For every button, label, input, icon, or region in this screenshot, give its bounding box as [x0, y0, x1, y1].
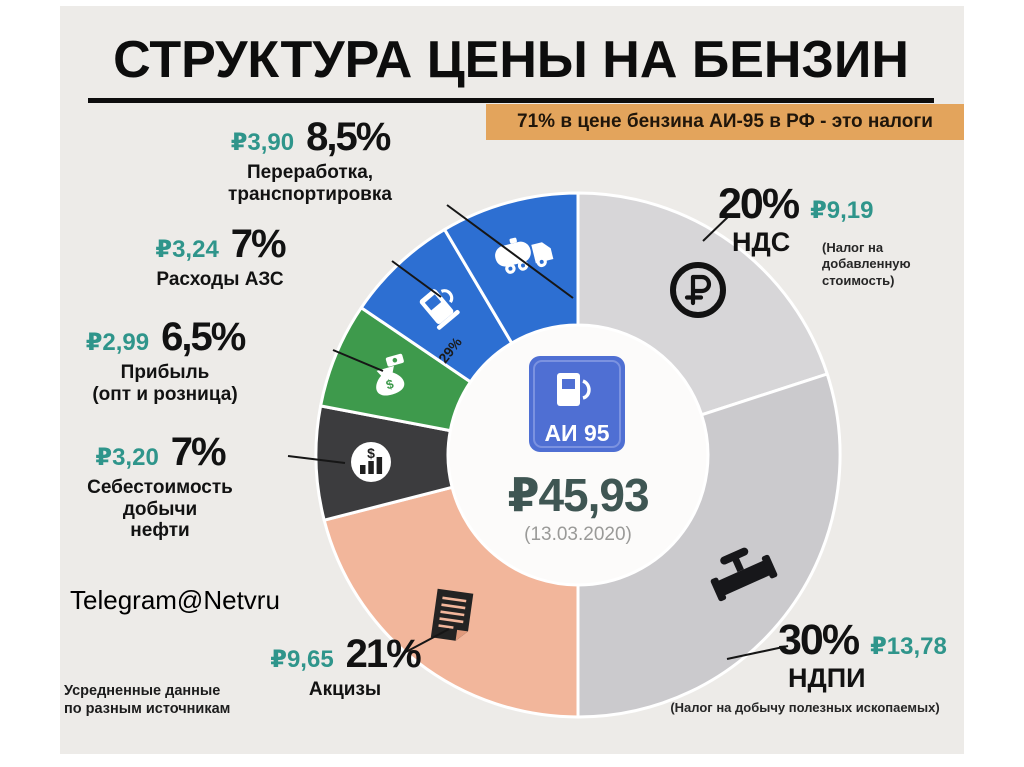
amount-label: ₽3,20 [95, 444, 159, 471]
svg-text:$: $ [384, 376, 396, 393]
callout-row: 20% ₽9,19 [718, 180, 888, 229]
segment-name-line: Прибыль [120, 362, 210, 383]
donut-segment-ndpi [576, 372, 842, 719]
amount-label: ₽3,90 [230, 129, 295, 156]
percent-label: 6,5% [161, 315, 246, 359]
fuel-pump-icon [419, 289, 460, 330]
segment-name-line: Себестоимость [87, 477, 233, 498]
excise-document-icon [430, 588, 474, 641]
segment-name: Переработка, транспортировка [170, 162, 450, 205]
percent-label: 7% [230, 222, 287, 266]
percent-label: 8,5% [306, 115, 391, 159]
amount-label: ₽9,19 [810, 197, 874, 224]
segment-name-line: нефти [130, 520, 190, 542]
callout-lines [287, 204, 789, 660]
segment-name: НДПИ [788, 663, 866, 693]
callout-line-pribyl [332, 349, 384, 372]
callout-pererabotka: ₽3,90 8,5% Переработка, транспортировка [170, 115, 450, 205]
amount-label: ₽9,65 [270, 646, 334, 673]
segment-name-line: Акцизы [308, 679, 382, 700]
valve-icon [710, 547, 778, 602]
segment-name: Акцизы [225, 679, 465, 701]
segment-name: Прибыль (опт и розница) [40, 362, 290, 405]
donut-chart [314, 191, 842, 719]
tax-share-banner: 71% в цене бензина АИ-95 в РФ - это нало… [486, 104, 964, 140]
segment-name: Расходы АЗС [95, 269, 345, 291]
callout-row: ₽3,20 7% [40, 430, 280, 475]
sign-label: АИ 95 [544, 420, 609, 446]
callout-line-sebestoimost [287, 455, 346, 464]
donut-segment-nds [576, 191, 829, 417]
callout-row: 30% ₽13,78 [778, 616, 968, 665]
callout-line-ndpi [726, 645, 789, 660]
percent-label: 7% [170, 430, 227, 474]
segment-name: НДС [732, 227, 791, 257]
segment-name-line: Расходы АЗС [156, 269, 284, 290]
callout-sebestoimost: ₽3,20 7% Себестоимость добычи нефти [40, 430, 280, 542]
sign-fuel-pump-icon [557, 373, 591, 406]
callout-akcizy: ₽9,65 21% Акцизы [225, 632, 465, 701]
money-bag-icon: $ [376, 353, 405, 396]
callout-pribyl: ₽2,99 6,5% Прибыль (опт и розница) [40, 315, 290, 405]
segment-name-line: транспортировка [228, 183, 392, 205]
price-date: (13.03.2020) [524, 524, 632, 545]
callout-row: ₽2,99 6,5% [40, 315, 290, 360]
percent-label: 30% [778, 616, 860, 664]
title-underline [88, 98, 934, 103]
segment-name: Себестоимость добычи нефти [40, 477, 280, 542]
total-price: ₽45,93 [507, 469, 649, 521]
amount-label: ₽3,24 [155, 236, 219, 263]
telegram-watermark: Telegram@Netvru [70, 585, 280, 615]
callout-line-azs [391, 260, 442, 298]
callout-ndpi: 30% ₽13,78 НДПИ [778, 616, 968, 694]
ai95-sign: АИ 95 [529, 356, 625, 452]
callout-line-pererabotka [446, 204, 574, 299]
sources-footnote: Усредненные данные по разным источникам [64, 682, 230, 718]
ndpi-description: (Налог на добычу полезных ископаемых) [670, 700, 940, 715]
nds-description: (Налог на добавленную стоимость) [822, 240, 911, 288]
segment-name-line: добычи [122, 498, 198, 520]
callout-nds: 20% ₽9,19 НДС [718, 180, 888, 258]
footnote-line: по разным источникам [64, 701, 231, 718]
callout-row: ₽3,24 7% [95, 222, 345, 267]
callout-azs: ₽3,24 7% Расходы АЗС [95, 222, 345, 291]
footnote-line: Усредненные данные [64, 683, 221, 699]
percent-label: 21% [345, 632, 422, 676]
callout-row: ₽9,65 21% [225, 632, 465, 677]
svg-text:$: $ [367, 445, 375, 461]
page-title: СТРУКТУРА ЦЕНЫ НА БЕНЗИН [113, 31, 909, 89]
donut-hole [446, 323, 710, 587]
segment-name-line: (опт и розница) [92, 383, 238, 405]
callout-line-akcizy [403, 628, 450, 654]
ruble-circle-icon [670, 262, 726, 318]
callout-line-nds [702, 213, 732, 242]
dollar-chart-icon: $ [351, 442, 391, 482]
amount-label: ₽2,99 [85, 329, 150, 356]
percent-label: 20% [718, 180, 800, 228]
segment-name-line: Переработка, [246, 162, 374, 183]
callout-row: ₽3,90 8,5% [170, 115, 450, 160]
amount-label: ₽13,78 [870, 633, 947, 660]
